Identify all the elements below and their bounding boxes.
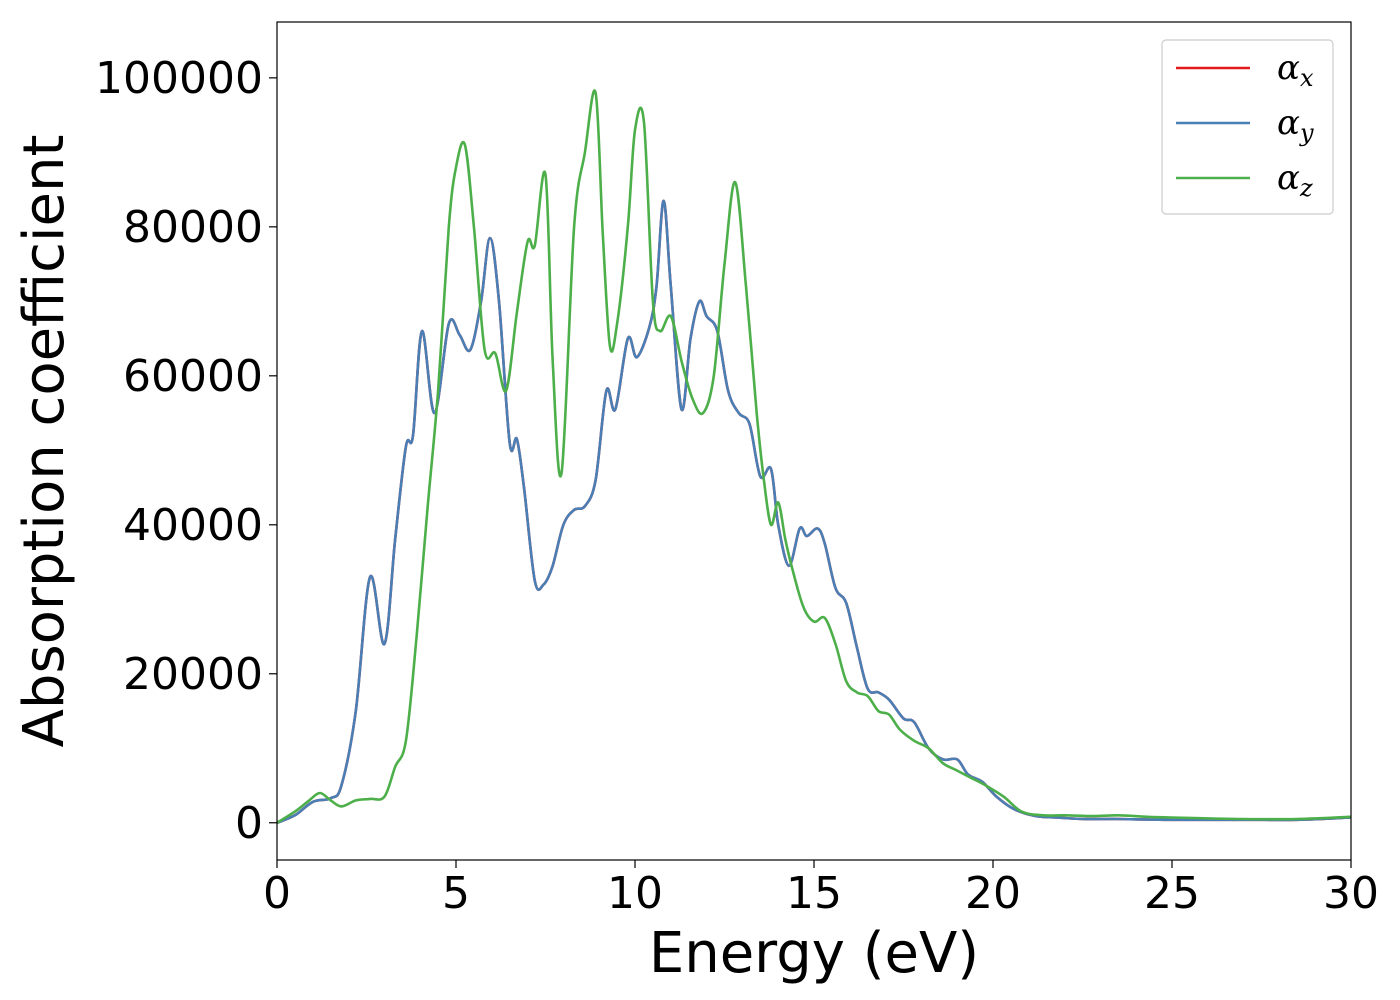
x-tick-label: 25 (1144, 868, 1200, 919)
legend-label-x: αx (1277, 48, 1314, 92)
y-tick-label: 60000 (123, 351, 263, 402)
x-tick-label: 20 (965, 868, 1021, 919)
x-tick-label: 15 (786, 868, 842, 919)
x-axis-ticks: 0 5 10 15 20 25 30 (263, 860, 1379, 919)
legend-frame (1161, 39, 1334, 215)
series-line-y (276, 199, 1352, 825)
x-tick-label: 30 (1323, 868, 1379, 919)
y-axis-ticks: 0 20000 40000 60000 80000 100000 (95, 53, 277, 849)
x-tick-label: 5 (442, 868, 470, 919)
legend-label-y: αy (1277, 103, 1314, 147)
legend-label-z: αz (1277, 158, 1313, 202)
series-line-x (276, 199, 1352, 825)
y-tick-label: 0 (235, 798, 263, 849)
y-tick-label: 40000 (123, 500, 263, 551)
y-tick-label: 20000 (123, 649, 263, 700)
x-tick-label: 0 (263, 868, 291, 919)
x-tick-label: 10 (607, 868, 663, 919)
y-axis-label: Absorption coefficient (12, 135, 77, 748)
series-line-z (276, 89, 1352, 824)
x-axis-label: Energy (eV) (649, 921, 979, 986)
y-tick-label: 80000 (123, 202, 263, 253)
y-tick-label: 100000 (95, 53, 263, 104)
legend: αx αy αz (1161, 39, 1334, 215)
series-layer (276, 89, 1352, 825)
